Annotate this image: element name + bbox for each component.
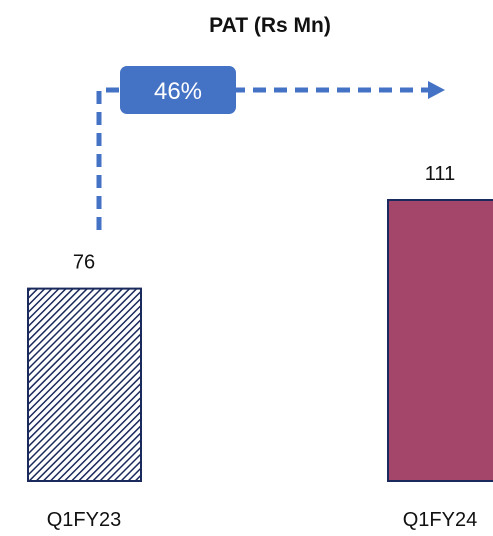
growth-arrow (96, 87, 428, 230)
value-label-q1fy23: 76 (73, 252, 95, 274)
value-label-q1fy24: 111 (425, 163, 455, 185)
growth-badge (120, 66, 236, 114)
growth-label: 46% (154, 78, 202, 105)
category-label-q1fy23: Q1FY23 (47, 509, 121, 531)
category-label-q1fy24: Q1FY24 (403, 509, 477, 531)
growth-arrowhead-icon (428, 81, 445, 99)
bars-group (27, 199, 493, 482)
labels-group: 76 Q1FY23 111 Q1FY24 (47, 163, 477, 531)
chart-title: PAT (Rs Mn) (209, 14, 331, 37)
bar-q1fy24 (387, 199, 493, 482)
bar-q1fy23 (27, 287, 142, 482)
growth-indicator: 46% (96, 66, 445, 230)
